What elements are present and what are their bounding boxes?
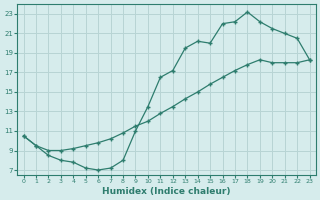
X-axis label: Humidex (Indice chaleur): Humidex (Indice chaleur) (102, 187, 231, 196)
